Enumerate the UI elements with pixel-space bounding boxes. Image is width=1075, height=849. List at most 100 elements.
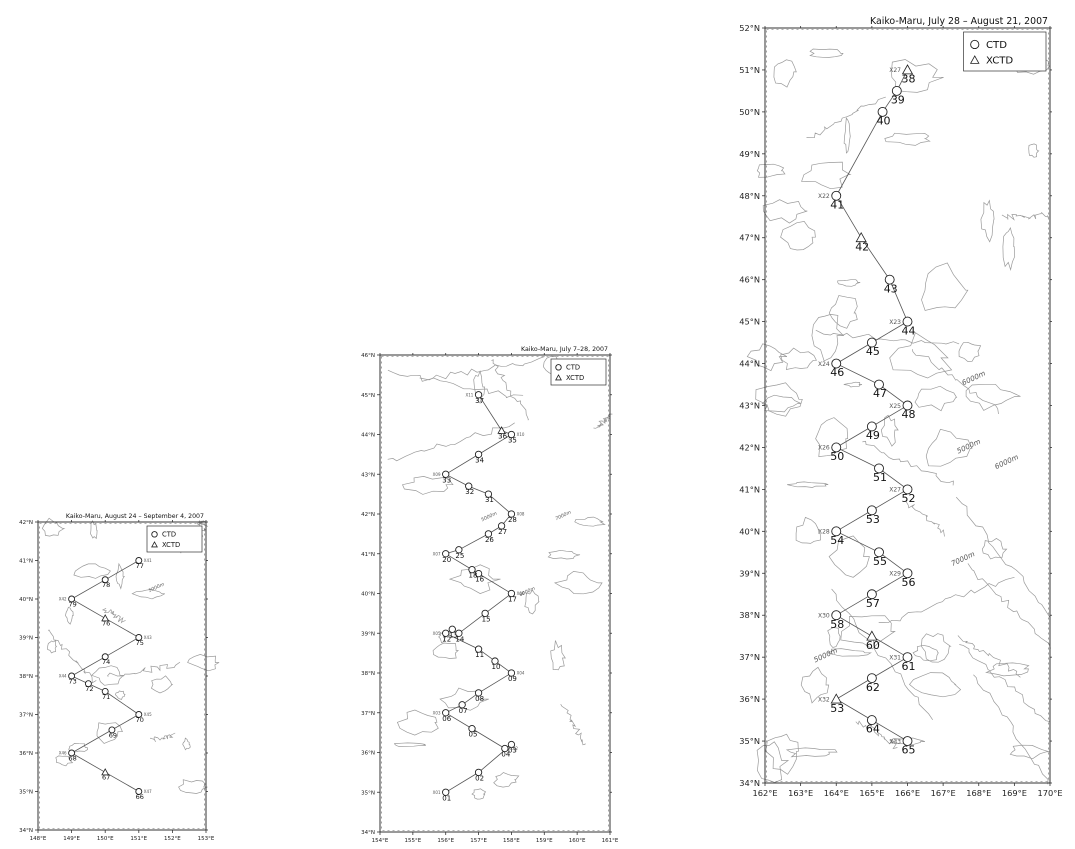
map-legend: CTD XCTD: [550, 358, 607, 386]
bathymetry-contour: [905, 499, 945, 537]
station-number-label: 04: [501, 751, 510, 759]
lat-tick-label: 34°N: [361, 830, 375, 836]
bathymetry-contour: [91, 665, 125, 686]
station-code-label: X31: [889, 654, 901, 661]
station-number-label: 50: [830, 450, 844, 463]
bathymetry-contour: [387, 369, 524, 399]
station-code-label: X05: [433, 631, 441, 636]
ctd-station-marker: [831, 190, 842, 201]
ctd-station-marker: [491, 657, 499, 665]
bathymetry-contour: [761, 394, 802, 413]
station-number-label: 02: [475, 774, 484, 782]
lat-tick-label: 44°N: [739, 359, 760, 369]
lat-tick-label: 39°N: [739, 568, 760, 578]
ctd-station-marker: [484, 530, 493, 538]
lat-tick-label: 40°N: [19, 597, 33, 603]
legend-box: [550, 358, 607, 386]
station-number-label: 52: [902, 492, 916, 505]
station-number-label: 11: [475, 651, 484, 659]
legend-xctd-label: XCTD: [986, 55, 1013, 66]
station-code-label: X33: [889, 738, 901, 745]
station-number-label: 33: [442, 476, 451, 484]
bathymetry-contour: [828, 535, 870, 578]
bathymetry-contour: [891, 59, 944, 93]
lat-tick-label: 38°N: [739, 610, 760, 620]
lat-tick-label: 35°N: [739, 736, 760, 746]
bathymetry-contour: [473, 370, 486, 404]
bathymetry-contour: [746, 343, 788, 372]
bathymetry-contour: [574, 516, 606, 527]
ctd-station-marker: [68, 595, 76, 603]
bathymetry-contour: [55, 755, 74, 767]
lon-tick-label: 158°E: [503, 838, 520, 844]
bathymetry-contour: [831, 588, 933, 720]
station-code-label: X30: [818, 612, 830, 619]
bathymetry-contour: [780, 347, 817, 370]
station-code-label: X02: [510, 746, 518, 751]
station-number-label: 44: [902, 324, 916, 337]
ctd-station-marker: [902, 316, 913, 327]
station-number-label: 08: [475, 695, 484, 703]
station-code-label: X08: [517, 512, 525, 517]
ctd-station-marker: [902, 484, 913, 495]
bathymetry-contour: [981, 537, 1008, 560]
ctd-station-marker: [101, 576, 109, 584]
lat-tick-label: 49°N: [739, 149, 760, 159]
legend-ctd-label: CTD: [162, 531, 176, 539]
station-code-label: X10: [517, 432, 525, 437]
station-number-label: 31: [485, 496, 494, 504]
ctd-station-marker: [455, 546, 463, 554]
bathymetry-layer: [41, 517, 220, 794]
ctd-station-marker: [108, 726, 116, 734]
xctd-station-marker: [901, 64, 914, 75]
bathymetry-contour: [90, 520, 98, 540]
station-number-label: 76: [102, 620, 110, 628]
station-number-label: 74: [102, 658, 110, 666]
lat-tick-label: 43°N: [739, 401, 760, 411]
station-code-label: X24: [818, 361, 830, 368]
station-code-label: X07: [433, 551, 441, 556]
bathymetry-contour: [837, 279, 861, 287]
station-number-label: 15: [482, 615, 491, 623]
bathymetry-layer: [746, 48, 1051, 785]
bathymetry-contour: [965, 383, 1021, 411]
legend-xctd-symbol: [555, 374, 562, 381]
bathymetry-contour: [912, 349, 999, 415]
lat-tick-label: 42°N: [19, 520, 33, 526]
legend-xctd-label: XCTD: [162, 541, 180, 549]
legend-box: [963, 31, 1047, 72]
bathymetry-contour: [65, 606, 74, 625]
xctd-station-marker: [101, 768, 110, 776]
ctd-station-marker: [442, 470, 450, 478]
bathymetry-contour: [149, 732, 176, 743]
depth-contour-label: 6000m: [993, 452, 1020, 471]
legend-xctd-label: XCTD: [566, 374, 584, 382]
ctd-station-marker: [135, 711, 143, 718]
lon-tick-label: 164°E: [824, 788, 849, 798]
lon-tick-label: 148°E: [30, 836, 47, 842]
ctd-station-marker: [442, 709, 450, 717]
ctd-station-marker: [866, 505, 877, 516]
station-number-label: 79: [68, 600, 76, 608]
lon-tick-label: 157°E: [470, 838, 487, 844]
lon-tick-label: 167°E: [931, 788, 956, 798]
station-number-label: 66: [136, 793, 144, 801]
station-code-label: X23: [889, 319, 901, 326]
ctd-station-marker: [507, 669, 516, 677]
depth-contour-label: 5000m: [812, 646, 839, 665]
station-number-label: 69: [109, 731, 117, 739]
map-panel-2: 154°E 155°E 156°E 157°E 158°E 159°E 160°E 161°E…: [361, 346, 619, 844]
ctd-station-marker: [874, 463, 884, 474]
bathymetry-contour: [593, 413, 613, 429]
station-code-label: X04: [517, 671, 525, 676]
station-code-label: X01: [433, 790, 441, 795]
bathymetry-contour: [755, 382, 803, 417]
ctd-station-marker: [135, 634, 143, 641]
bathymetry-contour: [787, 481, 829, 488]
lat-tick-label: 46°N: [739, 275, 760, 285]
station-number-label: 75: [136, 639, 144, 647]
xctd-station-marker: [830, 693, 842, 704]
station-code-label: X43: [144, 635, 152, 640]
bathymetry-contour: [909, 672, 962, 698]
